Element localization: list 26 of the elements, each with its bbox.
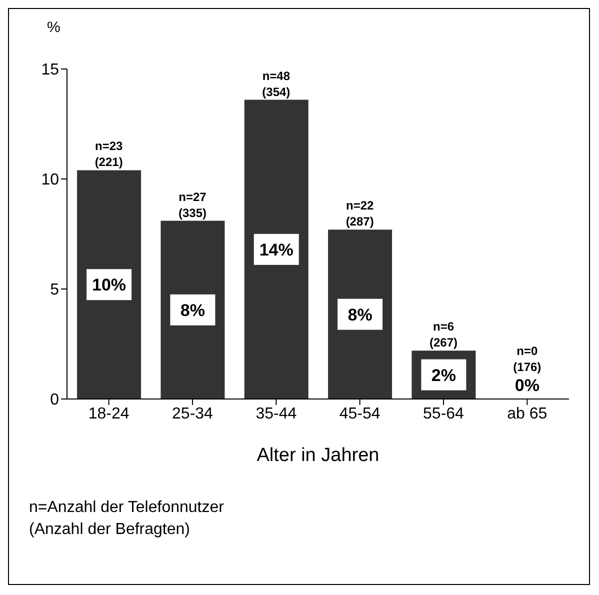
annotation: n=6 (267): [429, 320, 458, 350]
text: n=Anzahl der Telefonnutzer (Anzahl der Befragten): [29, 498, 224, 540]
data-label: 2%: [431, 366, 456, 385]
x-tick-label: ab 65: [507, 405, 548, 422]
annotation: n=0 (176): [513, 344, 542, 374]
y-tick-label: 5: [50, 282, 60, 299]
annotation: n=48 (354): [262, 68, 290, 99]
data-label: 0%: [514, 376, 540, 395]
x-tick-label: 45-54: [339, 405, 380, 422]
y-tick-label: 15: [41, 62, 60, 79]
x-tick-label: 35-44: [256, 405, 297, 422]
annotation: n=23 (221): [94, 139, 123, 170]
y-axis-title: %: [47, 19, 60, 36]
data-label: 8%: [348, 305, 372, 324]
data-label: 8%: [180, 300, 205, 320]
bar: [244, 100, 308, 399]
x-tick-label: 55-64: [423, 405, 464, 422]
data-label: 14%: [259, 240, 294, 260]
data-label: 10%: [92, 276, 126, 295]
y-tick-label: 0: [50, 392, 60, 409]
x-tick-label: 25-34: [172, 405, 214, 422]
annotation: n=22 (287): [346, 198, 374, 229]
annotation: n=27 (335): [178, 190, 207, 220]
x-tick-label: 18-24: [88, 405, 130, 422]
x-axis-title: Alter in Jahren: [256, 445, 380, 466]
y-tick-label: 10: [41, 172, 60, 189]
